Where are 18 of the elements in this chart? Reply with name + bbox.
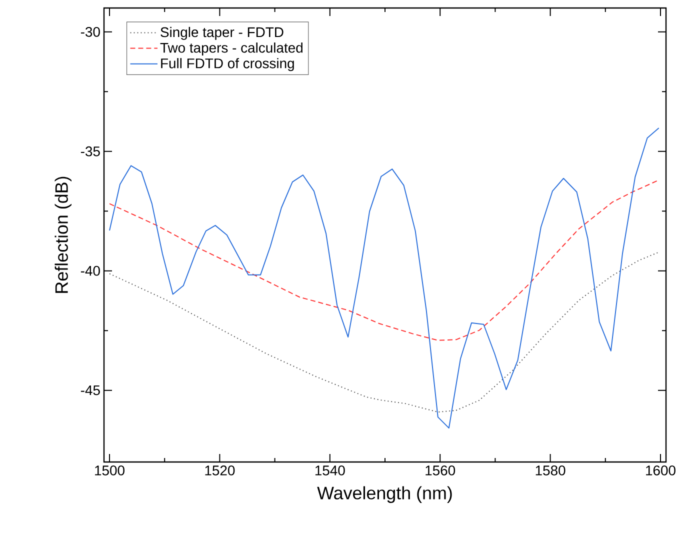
legend-label: Single taper - FDTD	[160, 26, 284, 40]
x-axis-title: Wavelength (nm)	[317, 486, 452, 503]
x-tick-label: 1580	[536, 466, 566, 476]
y-axis-title: Reflection (dB)	[54, 176, 72, 293]
line-series	[109, 251, 660, 413]
x-tick-label: 1500	[95, 466, 124, 476]
y-tick-label: -45	[80, 385, 100, 396]
y-tick-label: -35	[80, 146, 100, 156]
line-series	[109, 179, 660, 341]
y-tick-label: -30	[80, 26, 100, 37]
legend-label: Full FDTD of crossing	[161, 58, 294, 72]
x-tick-label: 1520	[205, 466, 235, 476]
legend-label: Two tapers - calculated	[160, 42, 302, 56]
x-tick-label: 1600	[646, 466, 676, 476]
x-tick-label: 1540	[315, 466, 345, 476]
x-tick-label: 1560	[426, 466, 456, 476]
y-tick-label: -40	[80, 266, 100, 276]
line-series	[109, 127, 660, 429]
